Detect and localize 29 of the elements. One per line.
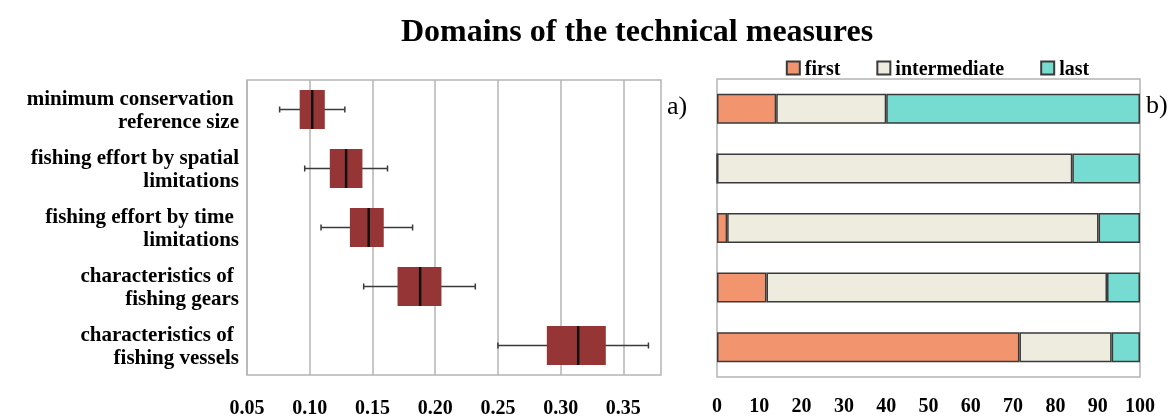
y-tick-label: characteristics of fishing vessels: [80, 322, 239, 369]
x-tick-label: 0.30: [543, 396, 579, 417]
x-tick-label: 20: [791, 394, 812, 416]
x-tick-label: 90: [1087, 394, 1108, 416]
chart-title: Domains of the technical measures: [399, 11, 875, 49]
x-tick-label: 60: [960, 394, 981, 416]
legend-label: first: [804, 57, 841, 79]
x-tick-label: 50: [918, 394, 939, 416]
y-tick-label: minimum conservation reference size: [26, 86, 239, 133]
x-tick-label: 0.10: [292, 396, 328, 417]
legend-label: last: [1059, 57, 1090, 79]
x-tick-label: 0.25: [480, 396, 516, 417]
x-tick-label: 80: [1045, 394, 1066, 416]
x-tick-label: 0.15: [354, 396, 390, 417]
text: a): [667, 90, 688, 120]
x-tick-label: 0.35: [605, 396, 641, 417]
x-tick-label: 30: [833, 394, 854, 416]
y-tick-label: characteristics of fishing gears: [80, 263, 239, 310]
x-tick-label: 0.20: [417, 396, 453, 417]
y-tick-label: fishing effort by time limitations: [45, 204, 239, 251]
x-tick-label: 0: [712, 394, 722, 416]
text: b): [1146, 89, 1168, 119]
x-tick-label: 10: [749, 394, 770, 416]
x-tick-label: 40: [876, 394, 897, 416]
x-tick-label: 70: [1003, 394, 1024, 416]
x-tick-label: 0.05: [229, 396, 265, 417]
y-tick-label: fishing effort by spatial limitations: [30, 145, 240, 192]
legend-label: intermediate: [895, 57, 1005, 79]
x-tick-label: 100: [1125, 394, 1155, 416]
